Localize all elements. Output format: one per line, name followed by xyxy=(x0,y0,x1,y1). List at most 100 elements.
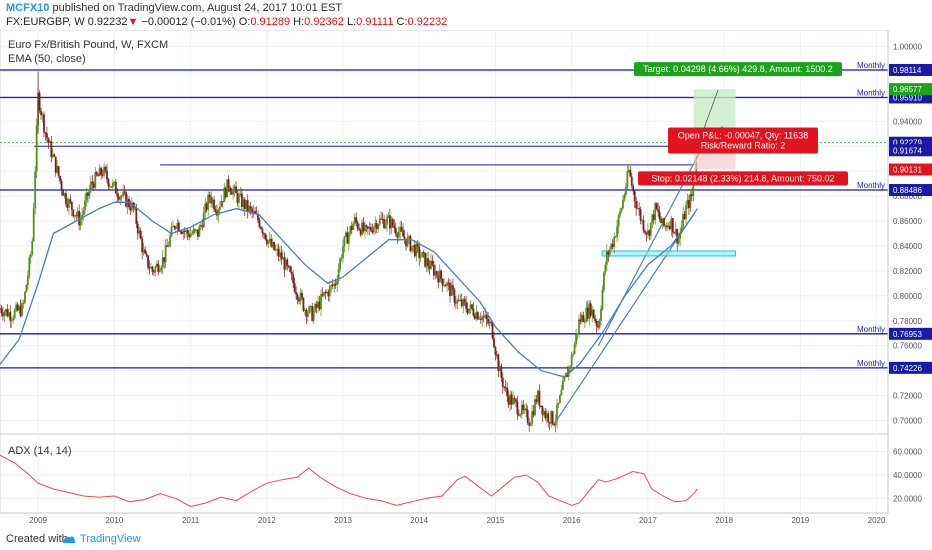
candle-down xyxy=(57,166,60,177)
candle-down xyxy=(503,386,506,388)
candle-down xyxy=(403,236,406,239)
candle-up xyxy=(469,304,472,309)
last-price: 0.92232 xyxy=(87,16,128,28)
candle-up xyxy=(94,172,97,188)
candle-up xyxy=(160,267,163,271)
candle-up xyxy=(569,366,572,368)
candle-up xyxy=(554,421,557,426)
grid xyxy=(0,30,888,513)
candle-up xyxy=(591,309,594,316)
long-position-tool[interactable]: Target: 0.04298 (4.66%) 429.8, Amount: 1… xyxy=(634,62,848,186)
candle-down xyxy=(65,193,67,204)
candle-down xyxy=(324,292,327,294)
candle-down xyxy=(110,186,113,188)
candle-up xyxy=(682,214,684,227)
candle-up xyxy=(158,270,161,272)
footer: Created with TradingView xyxy=(0,530,932,550)
monthly-level-label: Monthly xyxy=(857,359,885,368)
candle-down xyxy=(298,299,300,302)
candle-up xyxy=(242,199,245,208)
candle-up xyxy=(600,309,602,321)
candle-down xyxy=(174,227,177,229)
candle-down xyxy=(362,222,365,232)
candle-up xyxy=(138,230,141,234)
author-link[interactable]: MCFX10 xyxy=(6,2,50,14)
tradingview-brand[interactable]: TradingView xyxy=(80,533,141,545)
candle-down xyxy=(136,223,139,234)
chart-area[interactable]: Monthly Monthly Monthly Monthly Monthly Targ… xyxy=(0,29,932,530)
candle-down xyxy=(449,283,451,297)
price-tick-label: 0.86000 xyxy=(893,217,922,226)
candle-up xyxy=(550,411,553,424)
open-label: O: xyxy=(238,16,251,28)
monthly-level-label: Monthly xyxy=(857,88,885,97)
candle-up xyxy=(88,189,91,197)
candle-down xyxy=(40,110,42,115)
price-axis[interactable]: 1.000000.980000.960000.940000.920000.900… xyxy=(887,30,932,513)
candle-up xyxy=(462,299,465,307)
candle-up xyxy=(387,215,390,218)
low-label: L: xyxy=(346,16,357,28)
price-chart[interactable]: Monthly Monthly Monthly Monthly Monthly Targ… xyxy=(0,29,932,530)
candle-up xyxy=(616,226,619,237)
time-tick-label: 2016 xyxy=(563,516,581,525)
candle-down xyxy=(287,265,290,267)
candle-down xyxy=(43,114,45,133)
candle-down xyxy=(180,231,183,234)
candle-down xyxy=(295,291,297,295)
adx-tick-label: 60.0000 xyxy=(893,448,922,457)
candle-down xyxy=(261,228,264,234)
candle-up xyxy=(372,227,375,233)
candle-down xyxy=(153,271,155,273)
candle-down xyxy=(106,170,108,180)
candle-up xyxy=(185,230,188,232)
candle-up xyxy=(82,210,85,215)
created-with-text: Created with xyxy=(6,533,68,545)
monthly-level-label: Monthly xyxy=(857,325,885,334)
candle-down xyxy=(107,179,110,187)
candle-down xyxy=(356,222,359,229)
candle-down xyxy=(428,266,431,270)
candle-down xyxy=(553,423,555,426)
candle-down xyxy=(538,390,541,406)
candle-down xyxy=(683,214,686,220)
candle-up xyxy=(333,283,336,287)
time-axis[interactable]: 2009 2010 2011 2012 2013 2014 2015 2016 2017 2018… xyxy=(0,512,888,525)
candle-down xyxy=(128,198,130,208)
tradingview-logo-icon xyxy=(63,536,75,543)
candle-up xyxy=(520,404,523,415)
candle-up xyxy=(619,211,621,216)
candle-up xyxy=(627,169,630,171)
candle-up xyxy=(368,226,371,229)
candle-up xyxy=(336,280,339,286)
candle-up xyxy=(529,423,532,426)
candle-up xyxy=(686,200,689,206)
candle-up xyxy=(248,206,251,212)
candle-down xyxy=(482,316,485,318)
candle-down xyxy=(346,232,349,244)
candle-down xyxy=(70,201,73,210)
open-value: 0.91289 xyxy=(250,16,291,28)
candle-down xyxy=(289,266,292,272)
candle-up xyxy=(572,353,575,356)
level-price-tag xyxy=(889,184,932,197)
candle-down xyxy=(497,354,500,372)
candle-up xyxy=(15,304,18,311)
candle-up xyxy=(150,266,152,269)
chart-header: MCFX10 published on TradingView.com, Aug… xyxy=(0,0,932,30)
candle-up xyxy=(164,245,167,263)
candle-up xyxy=(131,202,133,211)
candle-up xyxy=(41,114,44,116)
time-tick-label: 2010 xyxy=(105,516,123,525)
candle-down xyxy=(214,209,217,212)
candle-down xyxy=(273,242,276,251)
candle-down xyxy=(516,401,519,415)
candle-up xyxy=(167,245,170,247)
candle-up xyxy=(29,254,32,258)
candle-up xyxy=(189,234,192,238)
candle-down xyxy=(400,226,403,231)
candle-down xyxy=(365,225,368,227)
candle-down xyxy=(666,225,668,228)
level-price-value: 0.88486 xyxy=(893,186,922,195)
candle-down xyxy=(452,285,454,290)
